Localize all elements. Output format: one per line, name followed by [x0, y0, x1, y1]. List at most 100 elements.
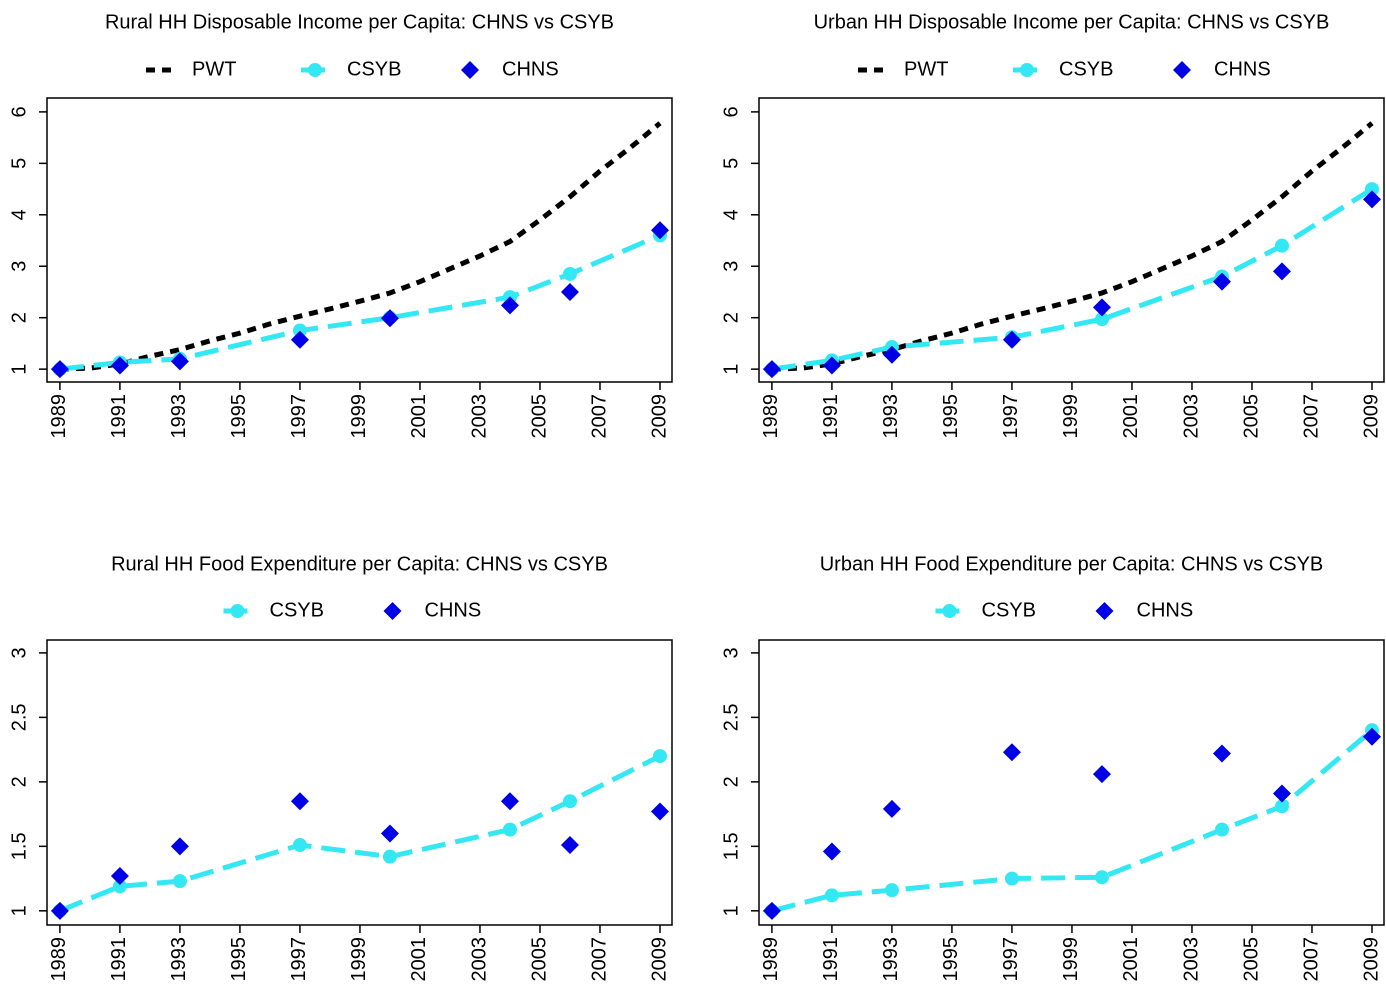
- x-tick-label: 2007: [1300, 937, 1322, 982]
- y-tick-label: 6: [720, 106, 742, 117]
- x-tick-label: 1999: [348, 937, 370, 982]
- diamond-marker: [290, 792, 309, 811]
- x-tick-label: 1997: [288, 937, 310, 982]
- circle-marker: [1094, 870, 1109, 885]
- diamond-marker: [500, 792, 519, 811]
- panel-title: Urban HH Food Expenditure per Capita: CH…: [820, 553, 1324, 575]
- diamond-marker: [1095, 602, 1114, 620]
- x-tick-label: 2009: [648, 394, 670, 439]
- x-tick-label: 1991: [108, 937, 130, 982]
- diamond-marker: [1362, 727, 1381, 746]
- circle-marker: [172, 874, 187, 889]
- legend-label: CHNS: [502, 58, 559, 80]
- circle-marker: [1214, 822, 1229, 837]
- series-line: [771, 186, 1374, 372]
- x-tick-label: 1995: [228, 937, 250, 982]
- circle-marker: [292, 323, 307, 338]
- series-line: [59, 121, 662, 372]
- y-tick-label: 1: [720, 364, 742, 375]
- x-tick-label: 2009: [1360, 394, 1382, 439]
- diamond-marker: [560, 836, 579, 855]
- y-tick-label: 1.5: [720, 832, 742, 860]
- legend-label: CSYB: [1059, 58, 1113, 80]
- x-tick-label: 1995: [940, 937, 962, 982]
- x-tick-label: 2001: [408, 937, 430, 982]
- panel-title: Rural HH Disposable Income per Capita: C…: [105, 11, 614, 33]
- x-tick-label: 2001: [1120, 394, 1142, 439]
- diamond-marker: [1362, 190, 1381, 209]
- x-tick-label: 1993: [168, 394, 190, 439]
- x-tick-label: 1991: [108, 394, 130, 439]
- diamond-marker: [290, 330, 309, 349]
- y-tick-label: 1: [8, 364, 30, 375]
- series-line: [58, 753, 662, 914]
- circle-marker: [562, 794, 577, 809]
- y-tick-label: 2: [8, 776, 30, 787]
- y-tick-label: 3: [720, 261, 742, 272]
- x-tick-label: 2005: [528, 394, 550, 439]
- panel-title: Urban HH Disposable Income per Capita: C…: [814, 11, 1330, 33]
- diamond-marker: [110, 866, 129, 885]
- x-tick-label: 1989: [48, 394, 70, 439]
- x-tick-label: 1993: [880, 394, 902, 439]
- panel: Rural HH Disposable Income per Capita: C…: [8, 11, 673, 439]
- x-tick-label: 2001: [1120, 937, 1142, 982]
- x-tick-label: 2003: [1180, 937, 1202, 982]
- x-tick-label: 1995: [940, 394, 962, 439]
- legend-label: PWT: [904, 58, 948, 80]
- x-tick-label: 1997: [1000, 937, 1022, 982]
- x-tick-label: 1999: [348, 394, 370, 439]
- legend-label: CSYB: [982, 599, 1036, 621]
- diamond-marker: [1272, 262, 1291, 281]
- diamond-marker: [882, 799, 901, 818]
- x-tick-label: 1991: [820, 937, 842, 982]
- x-tick-label: 2007: [588, 937, 610, 982]
- diamond-marker: [1212, 744, 1231, 763]
- x-tick-label: 1995: [228, 394, 250, 439]
- x-tick-label: 2003: [1180, 394, 1202, 439]
- y-tick-label: 2.5: [8, 703, 30, 731]
- y-tick-label: 4: [8, 209, 30, 220]
- legend-label: PWT: [192, 58, 236, 80]
- diamond-marker: [50, 901, 69, 920]
- x-tick-label: 2003: [468, 937, 490, 982]
- x-tick-label: 1993: [168, 937, 190, 982]
- y-tick-label: 1: [720, 905, 742, 916]
- circle-marker: [1364, 182, 1379, 197]
- circle-marker: [652, 749, 667, 764]
- legend-label: CSYB: [270, 599, 324, 621]
- y-tick-label: 5: [8, 158, 30, 169]
- circle-marker: [942, 604, 957, 618]
- panel-title: Rural HH Food Expenditure per Capita: CH…: [111, 553, 608, 575]
- panel: Rural HH Food Expenditure per Capita: CH…: [8, 553, 673, 982]
- legend-label: CSYB: [347, 58, 401, 80]
- diamond-marker: [50, 360, 69, 379]
- series-line: [771, 728, 1374, 914]
- x-tick-label: 2005: [1240, 937, 1262, 982]
- y-tick-label: 5: [720, 158, 742, 169]
- x-tick-label: 2005: [528, 937, 550, 982]
- diamond-marker: [762, 901, 781, 920]
- diamond-marker: [1092, 765, 1111, 784]
- diamond-marker: [1212, 272, 1231, 291]
- x-tick-label: 1993: [880, 937, 902, 982]
- x-tick-label: 1991: [820, 394, 842, 439]
- x-tick-label: 1997: [288, 394, 310, 439]
- plot-frame: [758, 639, 1385, 926]
- diamond-marker: [650, 802, 669, 821]
- y-tick-label: 1: [8, 905, 30, 916]
- x-tick-label: 2005: [1240, 394, 1262, 439]
- circle-marker: [502, 822, 517, 837]
- y-tick-label: 2: [8, 312, 30, 323]
- circle-marker: [308, 63, 322, 77]
- plot-frame: [758, 97, 1385, 383]
- diamond-marker: [170, 352, 189, 371]
- diamond-marker: [383, 602, 402, 620]
- legend-label: CHNS: [1137, 599, 1194, 621]
- y-tick-label: 6: [8, 106, 30, 117]
- diamond-marker: [170, 837, 189, 856]
- circle-marker: [382, 849, 397, 864]
- circle-marker: [1274, 238, 1289, 253]
- x-tick-label: 2003: [468, 394, 490, 439]
